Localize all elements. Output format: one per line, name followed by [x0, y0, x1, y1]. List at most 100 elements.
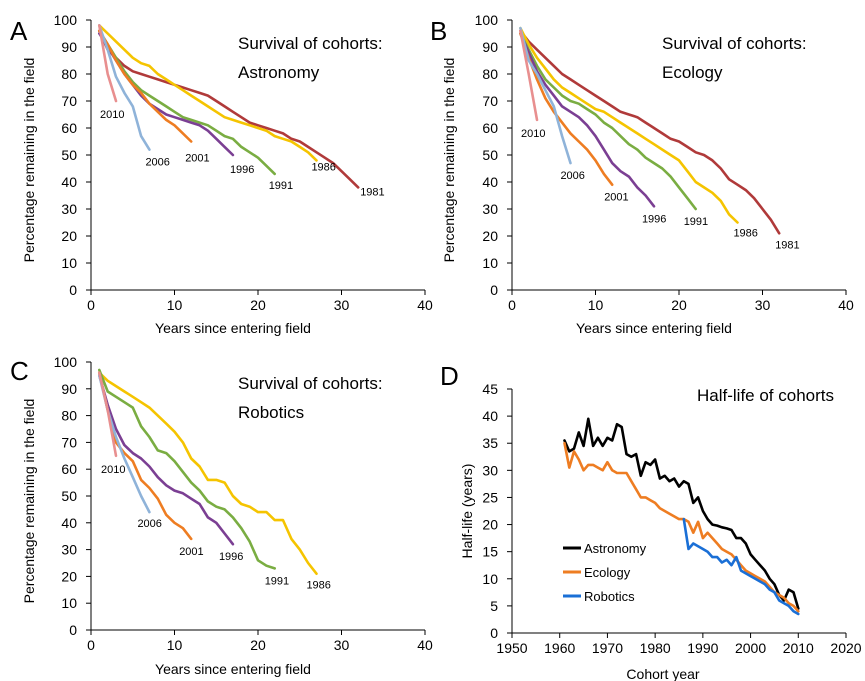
x-tick-label: 2000: [735, 640, 766, 656]
chart-subtitle: Astronomy: [238, 63, 320, 82]
x-tick-label: 1950: [496, 640, 527, 656]
cohort-label: 2006: [137, 518, 161, 530]
y-tick-label: 40: [482, 174, 498, 190]
series-line-1996: [98, 32, 235, 157]
y-tick-label: 100: [54, 12, 78, 28]
cohort-label: 2001: [604, 192, 628, 204]
y-tick-label: 50: [482, 147, 498, 163]
x-tick-label: 0: [87, 297, 95, 313]
cohort-label: 1991: [269, 180, 293, 192]
series-line-1986: [98, 371, 318, 576]
y-tick-label: 80: [61, 408, 77, 424]
chart-title: Survival of cohorts:: [662, 34, 807, 53]
x-tick-label: 20: [250, 297, 266, 313]
x-tick-label: 20: [671, 297, 687, 313]
cohort-label: 2010: [100, 109, 124, 121]
y-tick-label: 0: [69, 622, 77, 638]
x-axis-label: Cohort year: [626, 666, 699, 681]
y-tick-label: 10: [482, 255, 498, 271]
chart-panel-a: A 0 10 20 30 40 50 60 70 80 90 100 0 10 20 30 40 Years si…: [10, 12, 433, 336]
x-tick-label: 1970: [592, 640, 623, 656]
cohort-label: 2001: [179, 546, 203, 558]
y-tick-label: 60: [61, 461, 77, 477]
y-axis-label: Percentage remaining in the field: [21, 399, 37, 604]
x-tick-label: 10: [588, 297, 604, 313]
series-line-1981: [519, 29, 781, 235]
series-line-1986: [519, 26, 739, 224]
cohort-label: 1986: [306, 580, 330, 592]
cohort-label: 1981: [360, 186, 384, 198]
series-line-astronomy: [563, 417, 800, 610]
series-line-2006: [98, 24, 151, 151]
y-axis-label: Half-life (years): [459, 464, 475, 559]
series-line-1986: [98, 24, 318, 162]
y-tick-label: 80: [61, 66, 77, 82]
panel-letter: D: [440, 361, 459, 391]
y-tick-label: 70: [61, 434, 77, 450]
x-axis-label: Years since entering field: [576, 320, 732, 336]
x-axis-label: Years since entering field: [155, 320, 311, 336]
y-tick-label: 10: [482, 571, 498, 587]
y-tick-label: 100: [475, 12, 499, 28]
series-line-2010: [98, 24, 118, 103]
y-tick-label: 90: [482, 39, 498, 55]
y-tick-label: 15: [482, 544, 498, 560]
y-tick-label: 10: [61, 255, 77, 271]
y-tick-label: 30: [482, 462, 498, 478]
y-tick-label: 0: [69, 282, 77, 298]
x-tick-label: 40: [417, 637, 433, 653]
y-tick-label: 100: [54, 354, 78, 370]
y-tick-label: 40: [482, 408, 498, 424]
y-tick-label: 50: [61, 147, 77, 163]
chart-panel-b: B 0 10 20 30 40 50 60 70 80 90 100 0 10 20 30 40 Years si…: [430, 12, 854, 336]
series-line-2001: [519, 32, 614, 186]
y-tick-label: 30: [61, 201, 77, 217]
y-tick-label: 10: [61, 595, 77, 611]
y-tick-label: 20: [61, 568, 77, 584]
y-tick-label: 0: [490, 282, 498, 298]
x-tick-label: 30: [334, 637, 350, 653]
panel-letter: A: [10, 16, 28, 46]
panel-letter: B: [430, 16, 447, 46]
x-tick-label: 0: [508, 297, 516, 313]
legend-label: Ecology: [584, 565, 631, 580]
series-line-1981: [98, 29, 360, 189]
chart-subtitle: Robotics: [238, 403, 304, 422]
chart-panel-d: D 0 5 10 15 20 25 30 35 40 45 1950 1960 1970 1980 1990 2…: [440, 361, 862, 681]
chart-title: Survival of cohorts:: [238, 374, 383, 393]
cohort-label: 1996: [642, 213, 666, 225]
cohort-label: 2006: [145, 157, 169, 169]
x-tick-label: 10: [167, 637, 183, 653]
series-line-2006: [519, 26, 572, 165]
x-tick-label: 40: [417, 297, 433, 313]
cohort-label: 1991: [265, 575, 289, 587]
x-tick-label: 40: [838, 297, 854, 313]
y-tick-label: 45: [482, 381, 498, 397]
y-tick-label: 20: [482, 228, 498, 244]
chart-title: Survival of cohorts:: [238, 34, 383, 53]
x-tick-label: 2020: [830, 640, 861, 656]
x-tick-label: 1990: [687, 640, 718, 656]
y-tick-label: 80: [482, 66, 498, 82]
x-tick-label: 30: [755, 297, 771, 313]
y-tick-label: 25: [482, 489, 498, 505]
y-axis-label: Percentage remaining in the field: [441, 58, 457, 263]
x-axis-label: Years since entering field: [155, 661, 311, 677]
series-line-2001: [98, 29, 193, 143]
y-tick-label: 0: [490, 625, 498, 641]
chart-subtitle: Ecology: [662, 63, 723, 82]
cohort-label: 2010: [101, 464, 125, 476]
x-tick-label: 10: [167, 297, 183, 313]
x-tick-label: 2010: [783, 640, 814, 656]
y-tick-label: 90: [61, 39, 77, 55]
y-tick-label: 35: [482, 435, 498, 451]
y-tick-label: 30: [482, 201, 498, 217]
y-tick-label: 90: [61, 381, 77, 397]
y-tick-label: 40: [61, 515, 77, 531]
series-line-2001: [98, 371, 193, 541]
cohort-label: 2001: [185, 153, 209, 165]
y-axis-label: Percentage remaining in the field: [21, 58, 37, 263]
cohort-label: 1996: [219, 551, 243, 563]
y-tick-label: 70: [61, 93, 77, 109]
